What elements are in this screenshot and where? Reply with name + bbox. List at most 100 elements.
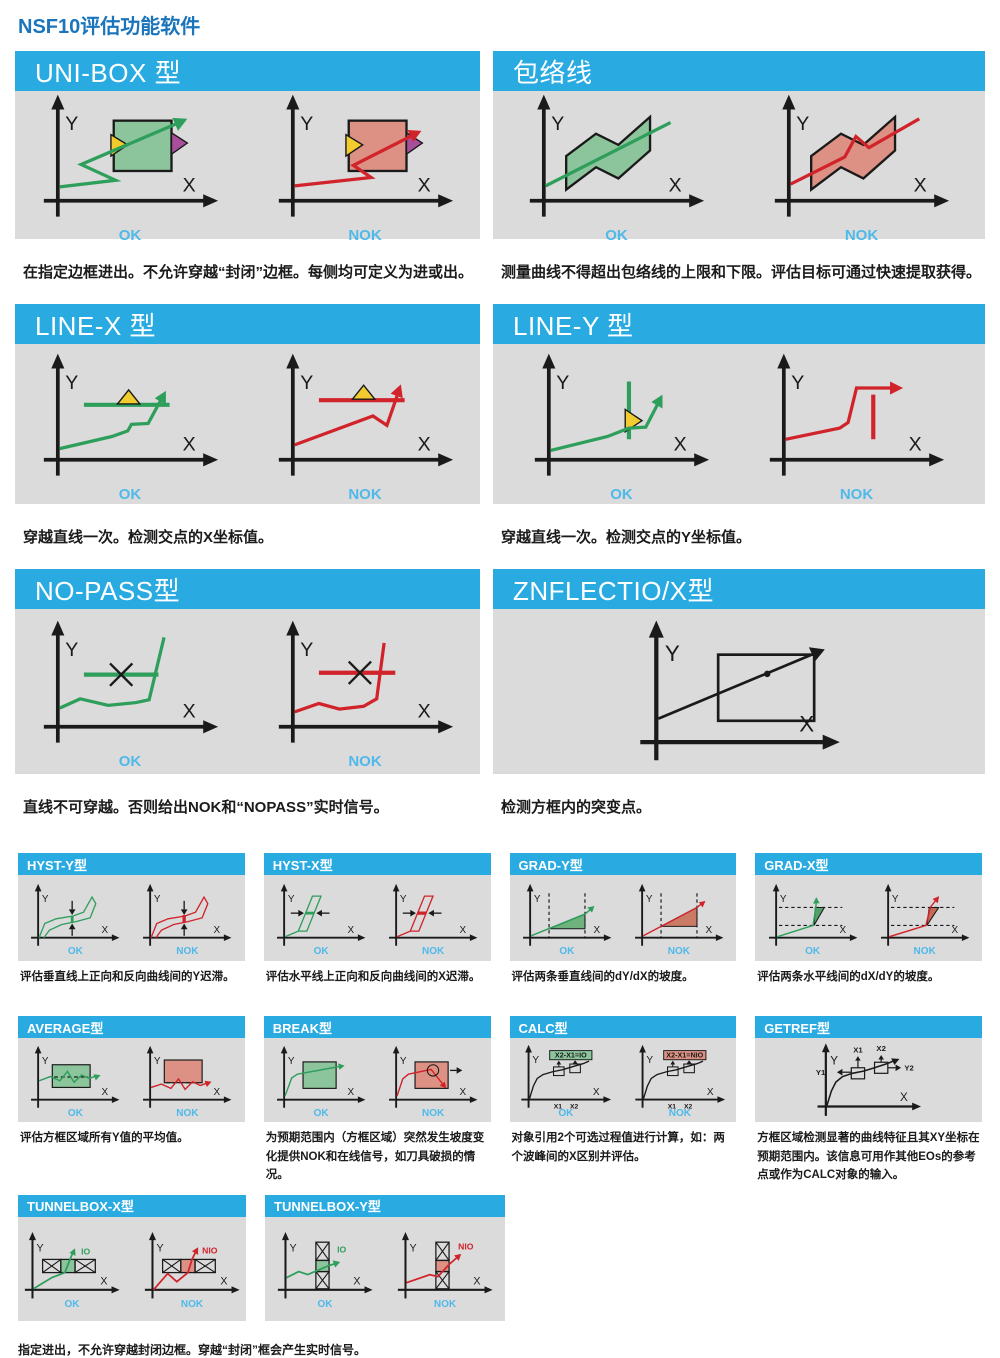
unibox-nok-diagram (276, 92, 455, 219)
gradx-ok-diagram (767, 882, 859, 947)
panel-average-caption: 评估方框区域所有Y值的平均值。 (20, 1132, 189, 1145)
ok-label: OK (313, 945, 329, 957)
panel-unibox-caption: 在指定边框进出。不允许穿越“封闭”边框。每侧均可定义为进或出。 (23, 264, 474, 281)
hystx-ok-diagram (276, 882, 367, 947)
getref-diagram: X1 X2 Y1 Y2 (816, 1042, 922, 1117)
tunnelx-nio-label: NIO (202, 1245, 218, 1255)
panel-getref-body: X1 X2 Y1 Y2 (755, 1038, 982, 1123)
nok-label: NOK (668, 1108, 691, 1120)
envelope-nok-diagram (772, 92, 951, 219)
gradx-nok-plot: NOK (873, 880, 977, 957)
grady-nok-diagram (633, 882, 725, 947)
liney-ok-plot: OK (519, 346, 724, 503)
break-ok-plot: OK (269, 1042, 373, 1119)
tunnely-nok-diagram: NIO (396, 1230, 494, 1300)
panel-hystx-caption: 评估水平线上正向和反向曲线间的X迟滞。 (265, 971, 481, 983)
panel-tunnely: TUNNELBOX-Y型 IO OK (265, 1194, 505, 1321)
envelope-ok-diagram (527, 92, 706, 219)
panel-average-title: AVERAGE型 (18, 1016, 245, 1039)
calc-x2-label: X2 (570, 1104, 578, 1111)
panel-grady-caption: 评估两条垂直线间的dY/dX的坡度。 (511, 971, 694, 983)
panel-nopass-body: OK NOK (15, 609, 480, 774)
panel-linex-body: OK NOK (15, 344, 480, 504)
ok-label: OK (317, 1298, 333, 1310)
panel-break-caption: 为预期范围内（方框区域）突然发生坡度变化提供NOK和在线信号，如刀具破损的情况。 (265, 1132, 485, 1182)
panel-nopass: NO-PASS型 OK (15, 569, 480, 817)
getref-y2-label: Y2 (904, 1063, 913, 1072)
linex-ok-diagram (41, 351, 220, 477)
footer-caption: 指定进出，不允许穿越封闭边框。穿越“封闭”框会产生实时信号。 (18, 1342, 367, 1357)
ok-label: OK (67, 945, 83, 957)
panel-tunnelx: TUNNELBOX-X型 IO OK (18, 1194, 246, 1321)
panel-linex: LINE-X 型 OK (15, 304, 480, 547)
calc-nok-plot: X2-X1=NIO X1 X2 NOK (627, 1041, 733, 1119)
panel-envelope-title: 包络线 (493, 51, 985, 91)
gradx-ok-plot: OK (761, 880, 865, 957)
tunnelx-ok-diagram: IO (23, 1230, 121, 1300)
envelope-nok-plot: NOK (759, 87, 964, 244)
calc-x1-label: X1 (668, 1104, 676, 1111)
nok-label: NOK (422, 1107, 445, 1119)
panel-break-title: BREAK型 (263, 1016, 491, 1039)
nopass-ok-diagram (41, 618, 220, 745)
getref-plot: X1 X2 Y1 Y2 (808, 1039, 930, 1122)
ok-label: OK (610, 485, 633, 503)
panel-hystx-body: OK NOK (263, 875, 491, 961)
nok-label: NOK (433, 1298, 457, 1310)
panel-gradx-body: OK NOK (755, 875, 982, 961)
nok-label: NOK (176, 945, 199, 957)
panel-linex-title: LINE-X 型 (15, 304, 480, 344)
ok-label: OK (605, 226, 628, 244)
panel-znflectio: ZNFLECTIO/X型 检测方框内的突变点。 (493, 569, 985, 817)
nopass-nok-diagram (276, 618, 455, 745)
panel-hysty: HYST-Y型 OK (18, 853, 245, 986)
break-nok-diagram (388, 1044, 479, 1109)
panel-grady-body: OK NOK (509, 875, 737, 961)
nok-label: NOK (180, 1298, 204, 1310)
grady-ok-diagram (521, 882, 613, 947)
panel-gradx: GRAD-X型 OK (755, 853, 982, 986)
nok-label: NOK (422, 945, 445, 957)
panel-tunnelx-title: TUNNELBOX-X型 (18, 1194, 246, 1217)
nok-label: NOK (348, 226, 382, 244)
unibox-nok-plot: NOK (263, 87, 468, 244)
getref-x1-label: X1 (853, 1045, 863, 1054)
panel-liney-title: LINE-Y 型 (493, 304, 985, 344)
panel-nopass-title: NO-PASS型 (15, 569, 480, 609)
hysty-nok-plot: NOK (135, 880, 239, 957)
panel-znflectio-title: ZNFLECTIO/X型 (493, 569, 985, 609)
tunnelx-nok-diagram: NIO (143, 1230, 241, 1300)
panel-znflectio-body (493, 609, 985, 774)
nok-label: NOK (667, 945, 690, 957)
panel-unibox: UNI-BOX 型 OK (15, 51, 480, 282)
panel-tunnely-body: IO OK NIO NOK (265, 1216, 505, 1321)
liney-nok-plot: NOK (754, 346, 959, 503)
gradx-nok-diagram (879, 882, 971, 947)
panel-average: AVERAGE型 OK (18, 1016, 245, 1184)
nok-label: NOK (913, 945, 936, 957)
nok-label: NOK (844, 226, 879, 244)
unibox-ok-diagram (41, 92, 220, 219)
average-ok-plot: OK (23, 1042, 127, 1119)
nopass-nok-plot: NOK (263, 613, 468, 770)
nok-label: NOK (348, 753, 382, 770)
panel-liney: LINE-Y 型 OK NOK (493, 304, 985, 547)
panel-break-body: OK NOK (263, 1038, 491, 1123)
panel-unibox-title: UNI-BOX 型 (15, 51, 480, 91)
break-ok-diagram (276, 1044, 367, 1109)
panel-calc-title: CALC型 (509, 1016, 737, 1039)
panel-liney-body: OK NOK (493, 344, 985, 504)
hystx-nok-plot: NOK (381, 880, 485, 957)
grady-ok-plot: OK (515, 880, 619, 957)
ok-label: OK (118, 485, 142, 503)
tunnely-ok-diagram: IO (276, 1230, 374, 1300)
nok-label: NOK (348, 485, 382, 503)
ok-label: OK (558, 1108, 574, 1120)
panel-unibox-body: OK NOK (15, 91, 480, 244)
panel-envelope-body: OK NOK (493, 91, 985, 244)
panel-linex-caption: 穿越直线一次。检测交点的X坐标值。 (23, 529, 274, 546)
nopass-ok-plot: OK (28, 613, 233, 770)
ok-label: OK (313, 1107, 329, 1119)
panel-calc: CALC型 X2-X1=IO X1 X2 OK (509, 1016, 737, 1184)
liney-ok-diagram (532, 351, 711, 477)
